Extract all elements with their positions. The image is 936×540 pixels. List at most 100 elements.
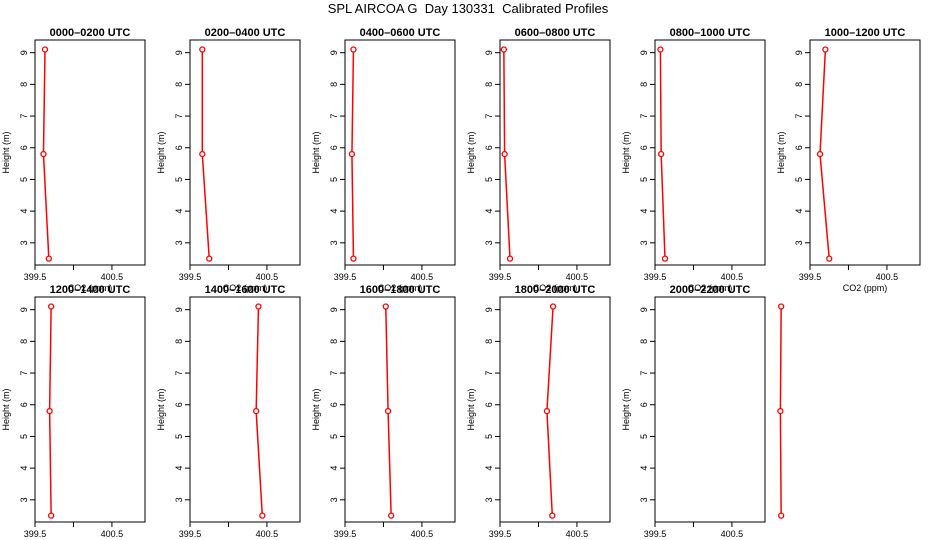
y-tick-label: 8 xyxy=(19,82,29,87)
y-axis-label: Height (m) xyxy=(311,388,321,430)
y-tick-label: 8 xyxy=(639,82,649,87)
y-tick-label: 5 xyxy=(639,177,649,182)
y-tick-label: 8 xyxy=(329,339,339,344)
x-tick-label: 399.5 xyxy=(489,529,512,539)
y-tick-label: 6 xyxy=(484,145,494,150)
plot-frame xyxy=(499,39,611,266)
plot-frame xyxy=(344,296,456,523)
plot-frame xyxy=(344,39,456,266)
data-point xyxy=(40,150,47,158)
y-tick-label: 8 xyxy=(794,82,804,87)
y-tick-label: 8 xyxy=(174,339,184,344)
data-point xyxy=(657,46,664,53)
y-tick-label: 5 xyxy=(794,177,804,182)
y-axis-label: Height (m) xyxy=(1,388,11,430)
data-point xyxy=(388,512,395,519)
data-point xyxy=(255,303,262,310)
y-tick-label: 4 xyxy=(639,466,649,471)
y-tick-label: 5 xyxy=(19,434,29,439)
y-tick-label: 4 xyxy=(19,466,29,471)
y-tick-label: 4 xyxy=(174,466,184,471)
y-axis-label: Height (m) xyxy=(156,388,166,430)
panel-title: 0000–0200 UTC xyxy=(50,27,131,39)
y-axis-label: Height (m) xyxy=(1,131,11,173)
y-tick-label: 3 xyxy=(19,240,29,245)
y-tick-label: 7 xyxy=(19,371,29,376)
y-tick-label: 7 xyxy=(329,114,339,119)
y-tick-label: 4 xyxy=(329,209,339,214)
x-tick-label: 400.5 xyxy=(721,272,744,282)
panel-8: 1400–1600 UTC 3 4 5 6 7 8 9 399.5 400.5 CO2 (ppm) H… xyxy=(156,284,301,539)
panel-title: 1600–1800 UTC xyxy=(360,284,441,296)
x-tick-label: 399.5 xyxy=(179,529,202,539)
y-tick-label: 9 xyxy=(794,50,804,55)
y-tick-label: 5 xyxy=(19,177,29,182)
data-point xyxy=(822,46,829,53)
y-axis-label: Height (m) xyxy=(156,131,166,173)
panel-9: 1600–1800 UTC 3 4 5 6 7 8 9 399.5 400.5 CO2 (ppm) H… xyxy=(311,284,456,539)
plot-frame xyxy=(34,296,146,523)
y-tick-label: 4 xyxy=(484,466,494,471)
data-point xyxy=(348,150,356,158)
y-tick-label: 6 xyxy=(19,145,29,150)
y-tick-label: 7 xyxy=(484,114,494,119)
x-tick-label: 399.5 xyxy=(334,272,357,282)
plot-frame xyxy=(654,39,766,266)
y-tick-label: 4 xyxy=(639,209,649,214)
y-tick-label: 9 xyxy=(329,307,339,312)
y-tick-label: 7 xyxy=(19,114,29,119)
panel-11: 2000–2200 UTC 3 4 5 6 7 8 9 399.5 400.5 CO2 (ppm) H… xyxy=(621,284,785,539)
plot-frame xyxy=(189,296,301,523)
data-point xyxy=(46,407,53,415)
data-point xyxy=(661,255,669,262)
y-tick-label: 3 xyxy=(484,240,494,245)
y-tick-label: 6 xyxy=(174,402,184,407)
y-tick-label: 3 xyxy=(329,497,339,502)
y-tick-label: 5 xyxy=(639,434,649,439)
panel-title: 1000–1200 UTC xyxy=(825,27,906,39)
panel-title: 1800–2000 UTC xyxy=(515,284,596,296)
data-point xyxy=(777,407,784,415)
x-axis-label: CO2 (ppm) xyxy=(223,283,268,293)
y-tick-label: 6 xyxy=(794,145,804,150)
data-point xyxy=(41,46,49,53)
y-axis-label: Height (m) xyxy=(466,388,476,430)
data-point xyxy=(506,255,514,262)
x-tick-label: 400.5 xyxy=(256,529,279,539)
y-tick-label: 7 xyxy=(639,114,649,119)
y-tick-label: 9 xyxy=(639,50,649,55)
y-tick-label: 5 xyxy=(174,434,184,439)
y-tick-label: 6 xyxy=(329,145,339,150)
y-axis-label: Height (m) xyxy=(776,131,786,173)
y-tick-label: 8 xyxy=(329,82,339,87)
x-tick-label: 400.5 xyxy=(566,529,589,539)
data-point xyxy=(48,303,55,310)
plot-frame xyxy=(654,296,766,523)
x-tick-label: 400.5 xyxy=(876,272,899,282)
data-point xyxy=(501,150,508,158)
y-tick-label: 6 xyxy=(639,145,649,150)
panel-10: 1800–2000 UTC 3 4 5 6 7 8 9 399.5 400.5 CO2 (ppm) H… xyxy=(466,284,611,539)
y-tick-label: 4 xyxy=(174,209,184,214)
data-point xyxy=(350,255,357,262)
y-tick-label: 5 xyxy=(174,177,184,182)
y-tick-label: 3 xyxy=(329,240,339,245)
y-tick-label: 3 xyxy=(484,497,494,502)
x-axis-label: CO2 (ppm) xyxy=(378,283,423,293)
data-point xyxy=(826,255,833,262)
x-tick-label: 400.5 xyxy=(411,529,434,539)
y-tick-label: 9 xyxy=(639,307,649,312)
y-tick-label: 8 xyxy=(639,339,649,344)
y-tick-label: 3 xyxy=(639,497,649,502)
y-tick-label: 6 xyxy=(174,145,184,150)
y-tick-label: 5 xyxy=(484,177,494,182)
x-tick-label: 399.5 xyxy=(644,272,667,282)
x-tick-label: 399.5 xyxy=(334,529,357,539)
x-tick-label: 400.5 xyxy=(101,529,124,539)
panel-title: 0600–0800 UTC xyxy=(515,27,596,39)
data-point xyxy=(500,46,507,53)
